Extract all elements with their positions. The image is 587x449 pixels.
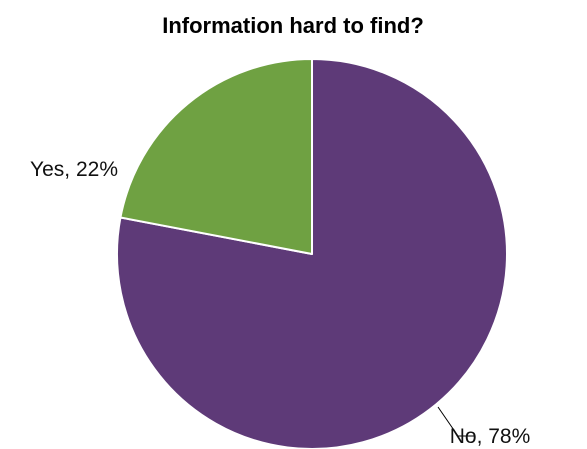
pie-slice-no (116, 58, 508, 449)
leader-lines (437, 406, 474, 437)
pie-slices (116, 58, 508, 449)
data-label-no: No, 78% (450, 425, 531, 448)
leader-line-no (437, 406, 474, 437)
data-label-yes: Yes, 22% (30, 158, 118, 181)
chart-title: Information hard to find? (162, 13, 424, 38)
pie-slice-yes (119, 58, 313, 255)
